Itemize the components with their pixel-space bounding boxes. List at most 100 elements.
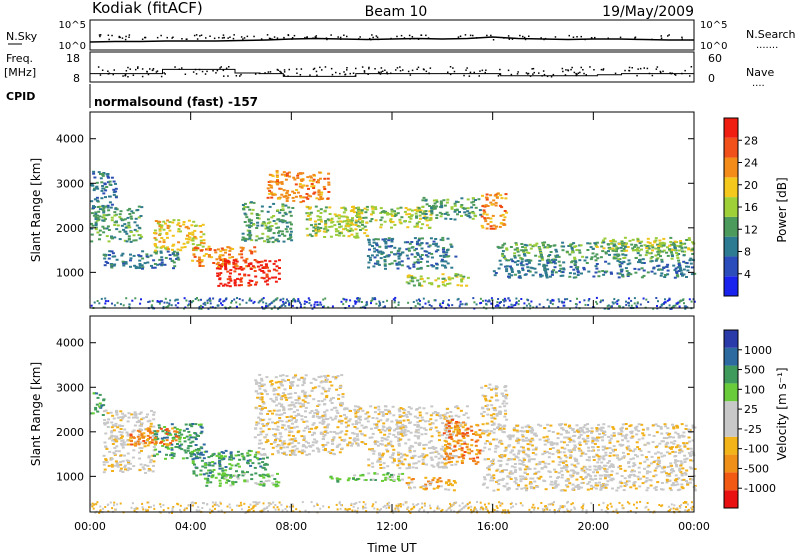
heatmap-cell	[332, 431, 336, 433]
heatmap-cell	[289, 236, 293, 239]
heatmap-cell	[306, 234, 310, 237]
heatmap-cell	[549, 301, 552, 304]
heatmap-cell	[683, 250, 687, 253]
heatmap-cell	[314, 205, 318, 208]
heatmap-cell	[408, 208, 412, 211]
heatmap-cell	[305, 196, 309, 199]
heatmap-cell	[399, 421, 402, 424]
heatmap-cell	[257, 384, 261, 387]
heatmap-cell	[98, 208, 102, 211]
heatmap-cell	[420, 284, 424, 287]
heatmap-cell	[378, 453, 382, 456]
heatmap-cell	[690, 266, 694, 269]
heatmap-cell	[399, 431, 403, 434]
heatmap-cell	[286, 189, 290, 192]
heatmap-cell	[212, 262, 216, 264]
heatmap-cell	[187, 445, 191, 447]
heatmap-cell	[485, 198, 489, 201]
heatmap-cell	[113, 447, 117, 449]
heatmap-cell	[678, 245, 682, 248]
heatmap-cell	[370, 218, 374, 220]
heatmap-cell	[207, 298, 210, 301]
nave-point	[283, 74, 286, 76]
heatmap-cell	[272, 232, 276, 235]
heatmap-cell	[141, 257, 145, 260]
heatmap-cell	[232, 263, 236, 266]
heatmap-cell	[649, 257, 653, 260]
heatmap-cell	[260, 409, 264, 412]
heatmap-cell	[275, 404, 279, 407]
heatmap-cell	[210, 256, 214, 259]
heatmap-cell	[437, 277, 440, 280]
heatmap-cell	[383, 211, 387, 214]
heatmap-cell	[123, 454, 126, 457]
heatmap-cell	[520, 243, 524, 245]
heatmap-cell	[327, 387, 331, 390]
heatmap-cell	[325, 426, 329, 429]
heatmap-cell	[425, 412, 429, 415]
heatmap-cell	[249, 450, 253, 453]
heatmap-cell	[406, 430, 410, 433]
heatmap-cell	[679, 269, 683, 272]
heatmap-cell	[453, 202, 457, 205]
nave-point	[637, 68, 639, 70]
heatmap-cell	[256, 221, 260, 224]
heatmap-cell	[174, 435, 178, 438]
heatmap-cell	[123, 230, 127, 233]
heatmap-cell	[101, 185, 105, 187]
heatmap-cell	[110, 465, 114, 468]
heatmap-cell	[417, 302, 420, 305]
heatmap-cell	[412, 455, 415, 458]
heatmap-cell	[229, 306, 232, 309]
heatmap-cell	[250, 250, 254, 253]
heatmap-cell	[199, 230, 203, 233]
heatmap-cell	[265, 275, 269, 278]
heatmap-cell	[186, 449, 190, 452]
heatmap-cell	[319, 301, 322, 304]
heatmap-cell	[691, 241, 695, 244]
heatmap-cell	[151, 470, 155, 473]
heatmap-cell	[194, 298, 197, 300]
nsky-point	[528, 35, 530, 37]
heatmap-cell	[110, 436, 114, 439]
heatmap-cell	[138, 412, 142, 415]
heatmap-cell	[107, 176, 110, 179]
heatmap-cell	[137, 216, 141, 219]
heatmap-cell	[626, 273, 630, 276]
colorbar-swatch	[724, 256, 738, 277]
heatmap-cell	[164, 256, 168, 259]
heatmap-cell	[623, 236, 627, 239]
heatmap-cell	[113, 440, 117, 443]
heatmap-cell	[336, 444, 340, 447]
heatmap-cell	[618, 263, 622, 266]
heatmap-cell	[430, 252, 434, 255]
heatmap-cell	[102, 209, 106, 212]
heatmap-cell	[386, 444, 390, 446]
heatmap-cell	[127, 412, 131, 415]
heatmap-cell	[325, 409, 329, 412]
heatmap-cell	[570, 243, 574, 246]
heatmap-cell	[440, 260, 444, 263]
heatmap-cell	[589, 258, 593, 261]
heatmap-cell	[653, 241, 657, 244]
heatmap-cell	[271, 241, 275, 244]
heatmap-cell	[501, 250, 505, 253]
heatmap-cell	[440, 461, 444, 464]
heatmap-cell	[420, 277, 424, 280]
heatmap-cell	[154, 244, 158, 247]
heatmap-cell	[177, 446, 180, 449]
heatmap-cell	[306, 176, 310, 179]
heatmap-cell	[256, 265, 260, 268]
heatmap-cell	[266, 283, 270, 286]
heatmap-cell	[107, 464, 111, 467]
heatmap-cell	[133, 228, 137, 231]
heatmap-cell	[602, 273, 606, 276]
heatmap-cell	[189, 455, 193, 458]
heatmap-cell	[253, 246, 257, 249]
heatmap-cell	[110, 430, 114, 433]
heatmap-cell	[196, 297, 198, 299]
heatmap-cell	[418, 282, 421, 285]
heatmap-cell	[312, 398, 316, 401]
heatmap-cell	[418, 244, 422, 247]
heatmap-cell	[268, 225, 272, 228]
